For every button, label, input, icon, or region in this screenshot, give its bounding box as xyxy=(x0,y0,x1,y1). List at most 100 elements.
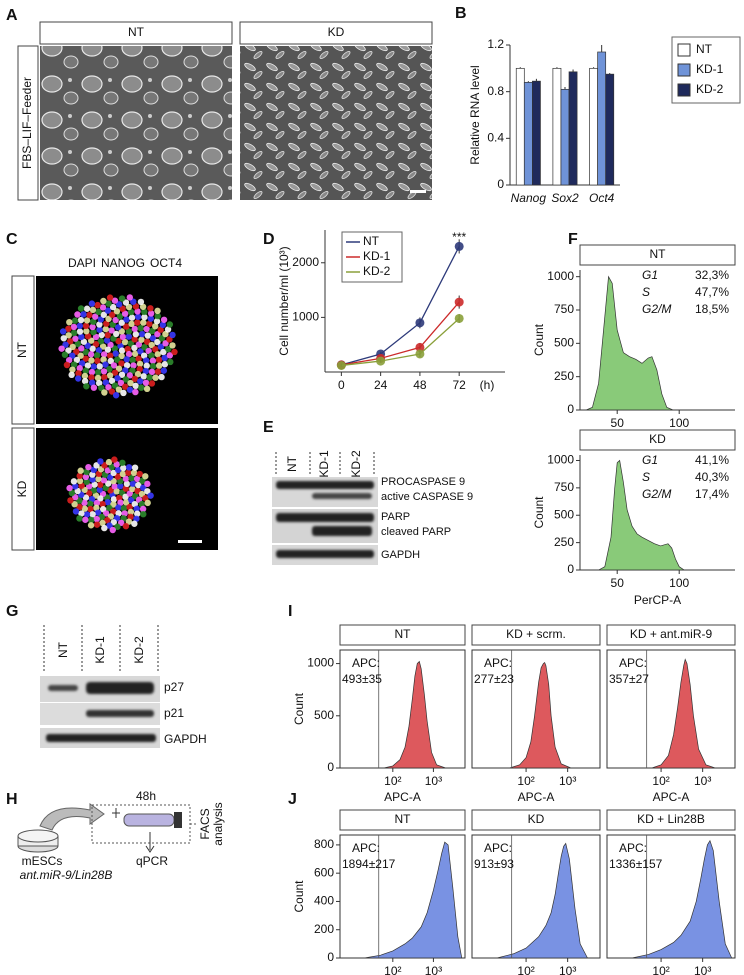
stain-label: NANOG xyxy=(101,256,145,270)
cell-dot xyxy=(69,352,76,359)
cell-dot xyxy=(84,362,91,369)
panel-letter: E xyxy=(263,419,274,436)
cell-dot xyxy=(123,362,131,369)
cell-dot xyxy=(101,524,108,532)
cell-dot xyxy=(88,300,96,307)
cell-dot xyxy=(115,504,122,511)
cell-dot xyxy=(84,342,91,349)
cell-dot xyxy=(93,521,101,528)
cell-dot xyxy=(83,328,90,335)
x-tick-label: 10³ xyxy=(559,774,576,788)
cell-dot xyxy=(137,325,144,332)
cell-dot xyxy=(141,343,148,351)
cell-dot xyxy=(63,361,71,369)
cell-dot xyxy=(128,314,136,321)
cell-dot xyxy=(135,355,142,362)
cell-dot xyxy=(61,351,69,358)
row-label: FBS–LIF–Feeder xyxy=(20,77,34,169)
cell-dot xyxy=(120,505,128,512)
dish xyxy=(17,829,59,843)
cell-dot xyxy=(154,331,161,338)
cell-dot xyxy=(74,311,81,318)
cell-dot xyxy=(106,522,113,529)
time-label: 48h xyxy=(136,789,156,803)
cell-dot xyxy=(94,301,101,309)
bar xyxy=(523,81,533,186)
cell-dot xyxy=(136,360,144,368)
cell-dot xyxy=(123,316,130,323)
stain-label: OCT4 xyxy=(150,256,182,270)
cell-dot xyxy=(90,328,97,336)
panel-letter: F xyxy=(568,231,578,248)
x-tick-label: 10³ xyxy=(425,774,442,788)
phase-value: 17,4% xyxy=(695,487,729,501)
chart: NT020040060080010²10³CountAPC-AAPC:1894±… xyxy=(292,809,466,975)
phase-value: 18,5% xyxy=(695,302,729,316)
cell-dot xyxy=(130,362,137,369)
legend-label: KD-2 xyxy=(696,82,724,96)
cell-dot xyxy=(76,515,83,522)
cell-dot xyxy=(103,337,111,344)
cell-dot xyxy=(154,338,161,346)
cell-dot xyxy=(144,332,152,339)
bands xyxy=(276,481,374,558)
cell-dot xyxy=(97,316,105,323)
cell-dot xyxy=(154,351,161,358)
cell-dot xyxy=(137,378,144,385)
legend-swatch xyxy=(677,83,691,97)
cell-dot xyxy=(78,333,85,341)
cell-dot xyxy=(118,347,126,354)
y-tick-label: 1.2 xyxy=(487,37,504,51)
chart: KD + ant.miR-9 10² 10³ APC-A APC: 357±27 xyxy=(606,624,736,804)
x-tick-label: 10² xyxy=(517,774,534,788)
cell-dot xyxy=(145,347,152,355)
y-tick-label: 750 xyxy=(554,480,574,494)
cell-dot xyxy=(70,478,78,485)
y-tick-label: 1000 xyxy=(292,310,319,324)
cell-dot xyxy=(140,373,147,380)
chart: 1000 2000 0 24 48 72 Cell number/ml (10³) (h) **… xyxy=(277,230,505,392)
annotation-value: 493±35 xyxy=(342,672,382,686)
row-label: NT xyxy=(15,341,29,358)
cell-dot xyxy=(126,503,133,511)
x-tick-label: 10³ xyxy=(694,964,711,975)
cell-dot xyxy=(142,379,150,387)
cell-dot xyxy=(111,345,118,352)
cell-dot xyxy=(126,294,134,301)
cell-dot xyxy=(122,522,130,530)
annotation-value: 357±27 xyxy=(609,672,649,686)
cell-dot xyxy=(146,374,153,381)
cell-dot xyxy=(130,298,137,305)
cell-dot xyxy=(93,515,100,523)
analysis-label: analysis xyxy=(211,802,225,845)
cell-dot xyxy=(125,469,132,476)
cell-dot xyxy=(73,356,81,364)
cell-dot xyxy=(132,382,139,390)
analysis-label: FACS xyxy=(198,808,212,839)
cell-dot xyxy=(147,305,154,312)
arrow xyxy=(39,803,105,831)
cell-dot xyxy=(76,477,84,485)
cell-dot xyxy=(133,515,140,522)
cell-dot xyxy=(154,368,162,375)
x-tick-label: 100 xyxy=(669,416,689,430)
y-tick-label: 1000 xyxy=(547,269,574,283)
cell-dot xyxy=(152,346,159,353)
cell-dot xyxy=(114,356,121,363)
cell-dot xyxy=(58,345,65,352)
cell-dot xyxy=(111,456,118,463)
x-tick-label: 10³ xyxy=(425,964,442,975)
cell-dot xyxy=(134,313,142,320)
cell-dot xyxy=(78,360,86,367)
cell-dot xyxy=(155,362,163,369)
cell-dot xyxy=(105,384,112,391)
cell-dot xyxy=(134,510,141,517)
cell-dot xyxy=(148,341,155,349)
cell-dot xyxy=(99,343,107,350)
cell-dot xyxy=(76,322,84,330)
x-tick-label: 24 xyxy=(374,378,388,392)
cell-dot xyxy=(89,511,96,518)
cell-dot xyxy=(65,347,72,354)
cell-dot xyxy=(92,313,99,320)
cell-dot xyxy=(124,345,131,353)
